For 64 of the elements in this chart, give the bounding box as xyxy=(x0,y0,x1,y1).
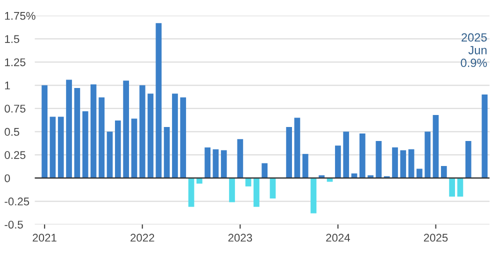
bar xyxy=(123,80,129,178)
bar xyxy=(449,178,455,197)
bar xyxy=(408,149,414,178)
y-tick-label: -0.5 xyxy=(4,220,23,229)
annotation: 2025 Jun 0.9% xyxy=(460,33,487,68)
bar xyxy=(114,120,121,178)
bar xyxy=(457,178,464,197)
bar xyxy=(180,97,186,178)
bar xyxy=(164,127,170,178)
y-tick-label: 0.25 xyxy=(4,151,26,159)
bar xyxy=(50,116,56,178)
bar xyxy=(343,132,350,178)
bar xyxy=(204,147,210,178)
y-tick-label: 0 xyxy=(4,174,10,182)
bar xyxy=(229,178,235,202)
bar xyxy=(58,116,64,178)
bar xyxy=(90,84,96,178)
bar xyxy=(172,94,178,178)
bar xyxy=(139,85,146,178)
bar xyxy=(416,168,422,178)
bar xyxy=(270,178,276,198)
bar xyxy=(196,178,202,184)
bar xyxy=(302,154,308,178)
bar xyxy=(188,178,194,207)
bar xyxy=(310,178,316,214)
bar xyxy=(465,140,472,178)
x-tick-label: 2024 xyxy=(326,234,350,242)
bar xyxy=(106,132,113,178)
y-tick-label: 1.75% xyxy=(5,12,36,20)
x-tick-label: 2022 xyxy=(130,234,154,242)
bar xyxy=(220,150,227,178)
bar xyxy=(262,163,268,178)
bar xyxy=(212,149,219,178)
y-tick-label: 0.5 xyxy=(4,128,20,136)
x-tick-label: 2023 xyxy=(228,234,252,242)
bar xyxy=(335,146,341,178)
y-tick-label: -0.25 xyxy=(4,198,30,206)
bar xyxy=(424,132,431,178)
bar xyxy=(66,80,72,178)
bar xyxy=(131,118,138,178)
y-tick-label: 1.5 xyxy=(5,35,20,43)
x-tick-label: 2021 xyxy=(32,234,56,242)
bar xyxy=(482,94,488,178)
bar xyxy=(286,127,292,178)
bar xyxy=(294,118,300,178)
bar xyxy=(392,147,398,178)
bar xyxy=(400,150,406,178)
bar xyxy=(42,85,48,178)
bar xyxy=(432,114,439,178)
bar xyxy=(376,140,382,178)
bar xyxy=(245,178,252,186)
bar xyxy=(440,166,447,178)
y-tick-label: 0.75 xyxy=(4,104,26,113)
bar xyxy=(237,139,244,178)
bar xyxy=(82,111,88,178)
bar xyxy=(156,23,162,178)
bar xyxy=(74,88,80,178)
bar xyxy=(254,178,260,207)
x-tick-label: 2025 xyxy=(424,234,448,242)
y-tick-label: 1.25 xyxy=(5,58,26,66)
bar xyxy=(359,134,366,178)
y-tick-label: 1 xyxy=(5,82,10,90)
bar xyxy=(148,94,154,178)
bar xyxy=(98,97,105,178)
